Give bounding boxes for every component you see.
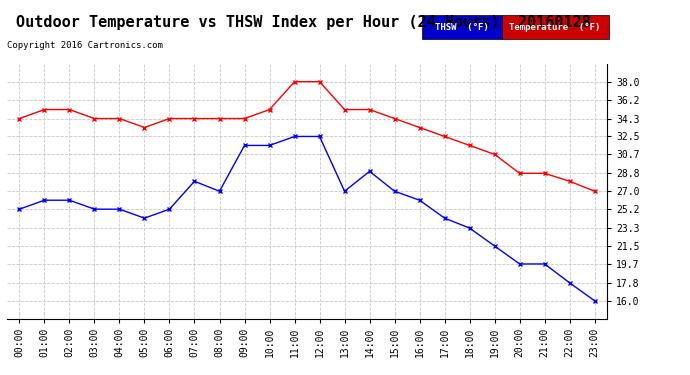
Text: THSW  (°F): THSW (°F): [435, 22, 489, 32]
Text: Outdoor Temperature vs THSW Index per Hour (24 Hours)  20160128: Outdoor Temperature vs THSW Index per Ho…: [16, 15, 591, 30]
Text: Copyright 2016 Cartronics.com: Copyright 2016 Cartronics.com: [7, 41, 163, 50]
Text: Temperature  (°F): Temperature (°F): [509, 22, 601, 32]
